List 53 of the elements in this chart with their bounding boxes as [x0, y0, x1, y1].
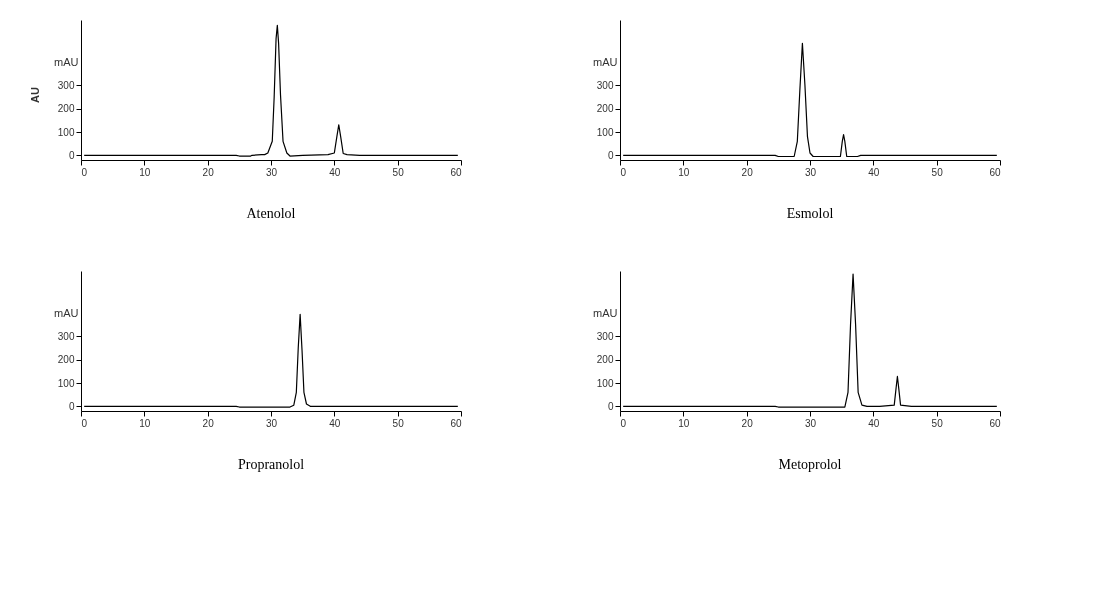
y-tick-label: 300	[57, 330, 75, 342]
x-tick-label: 10	[139, 166, 151, 178]
x-tick-label: 40	[329, 166, 341, 178]
x-tick-label: 60	[450, 166, 462, 178]
x-tick-label: 30	[804, 417, 817, 429]
y-tick-label: 200	[57, 354, 75, 366]
y-tick-label: 0	[607, 149, 614, 161]
text: Atenolol	[246, 206, 296, 221]
y-axis-title: mAU	[593, 306, 618, 319]
x-tick-label: 40	[868, 417, 880, 429]
y-tick-label: 100	[57, 377, 75, 389]
y-tick-label: 0	[607, 400, 614, 412]
y-tick-label: 0	[68, 400, 75, 412]
text: Metoprolol	[778, 457, 842, 472]
y-tick-label: 300	[596, 330, 614, 342]
x-tick-label: 20	[741, 166, 754, 178]
x-tick-label: 20	[202, 417, 215, 429]
y-axis-title: mAU	[54, 306, 79, 319]
y-tick-label: 0	[68, 149, 75, 161]
x-tick-label: 0	[620, 166, 627, 178]
x-tick-label: 50	[392, 417, 405, 429]
text: AU	[29, 87, 41, 103]
x-tick-label: 50	[931, 417, 944, 429]
x-tick-label: 30	[265, 417, 278, 429]
y-tick-label: 300	[57, 79, 75, 91]
x-tick-label: 40	[329, 417, 341, 429]
x-tick-label: 10	[678, 166, 690, 178]
y-axis-title: mAU	[593, 55, 618, 68]
y-tick-label: 100	[57, 126, 75, 138]
x-tick-label: 30	[804, 166, 817, 178]
y-tick-label: 100	[596, 126, 614, 138]
x-tick-label: 10	[678, 417, 690, 429]
y-tick-label: 200	[57, 103, 75, 115]
x-tick-label: 30	[265, 166, 278, 178]
x-tick-label: 0	[81, 417, 88, 429]
x-tick-label: 20	[202, 166, 215, 178]
x-tick-label: 60	[989, 166, 1001, 178]
x-tick-label: 50	[931, 166, 944, 178]
x-tick-label: 50	[392, 166, 405, 178]
text: Esmolol	[786, 206, 834, 221]
x-tick-label: 10	[139, 417, 151, 429]
x-tick-label: 60	[989, 417, 1001, 429]
x-tick-label: 0	[620, 417, 627, 429]
text: Propranolol	[237, 457, 305, 472]
x-tick-label: 20	[741, 417, 754, 429]
x-tick-label: 0	[81, 166, 88, 178]
x-tick-label: 60	[450, 417, 462, 429]
x-tick-label: 40	[868, 166, 880, 178]
y-axis-title: mAU	[54, 55, 79, 68]
y-tick-label: 200	[596, 103, 614, 115]
y-tick-label: 300	[596, 79, 614, 91]
y-tick-label: 200	[596, 354, 614, 366]
y-tick-label: 100	[596, 377, 614, 389]
